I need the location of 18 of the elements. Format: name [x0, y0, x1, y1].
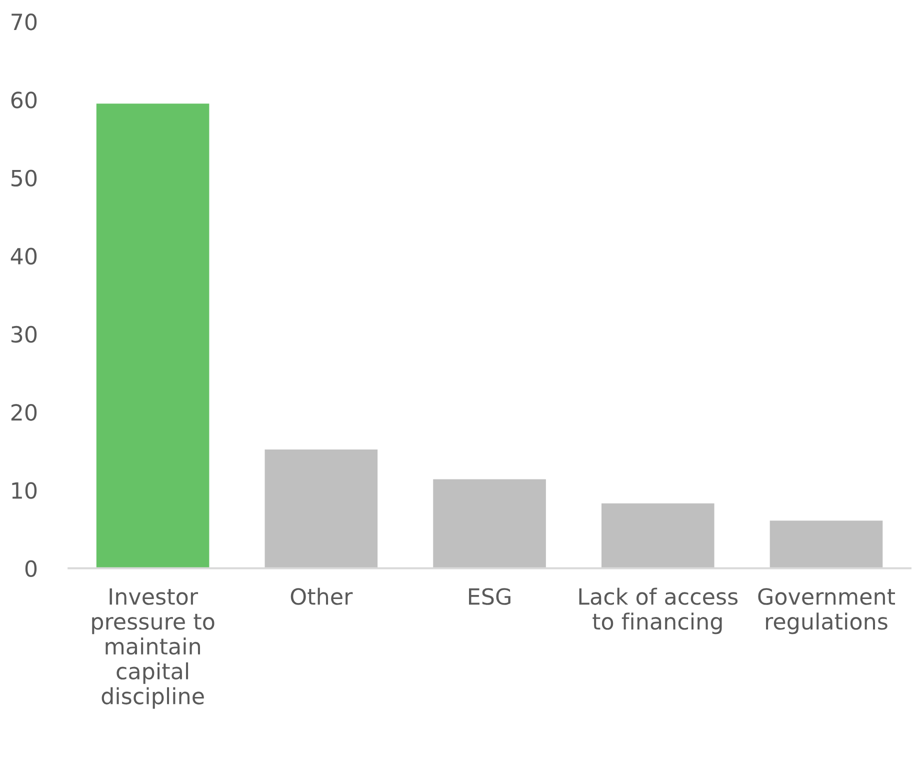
bar [264, 450, 378, 568]
y-tick-label: 60 [11, 92, 37, 108]
x-tick-label: ESG [469, 588, 510, 605]
x-tick-label: Investor pressure to maintain capital discipline [92, 588, 214, 709]
y-tick-label: 70 [12, 14, 37, 30]
bar [601, 503, 714, 568]
y-tick-label: 10 [12, 482, 37, 499]
x-tick-label: Government regulations [758, 588, 896, 634]
y-tick-label: 50 [12, 170, 37, 187]
x-tick-label: Lack of access to financing [579, 588, 738, 634]
y-tick-label: 20 [11, 404, 37, 421]
bar [433, 479, 546, 568]
y-tick-label: 0 [25, 560, 37, 578]
bar [770, 520, 883, 568]
y-tick-label: 30 [11, 326, 37, 343]
x-tick-label: Other [290, 588, 353, 605]
y-tick-label: 40 [10, 248, 37, 265]
bar [96, 104, 210, 568]
